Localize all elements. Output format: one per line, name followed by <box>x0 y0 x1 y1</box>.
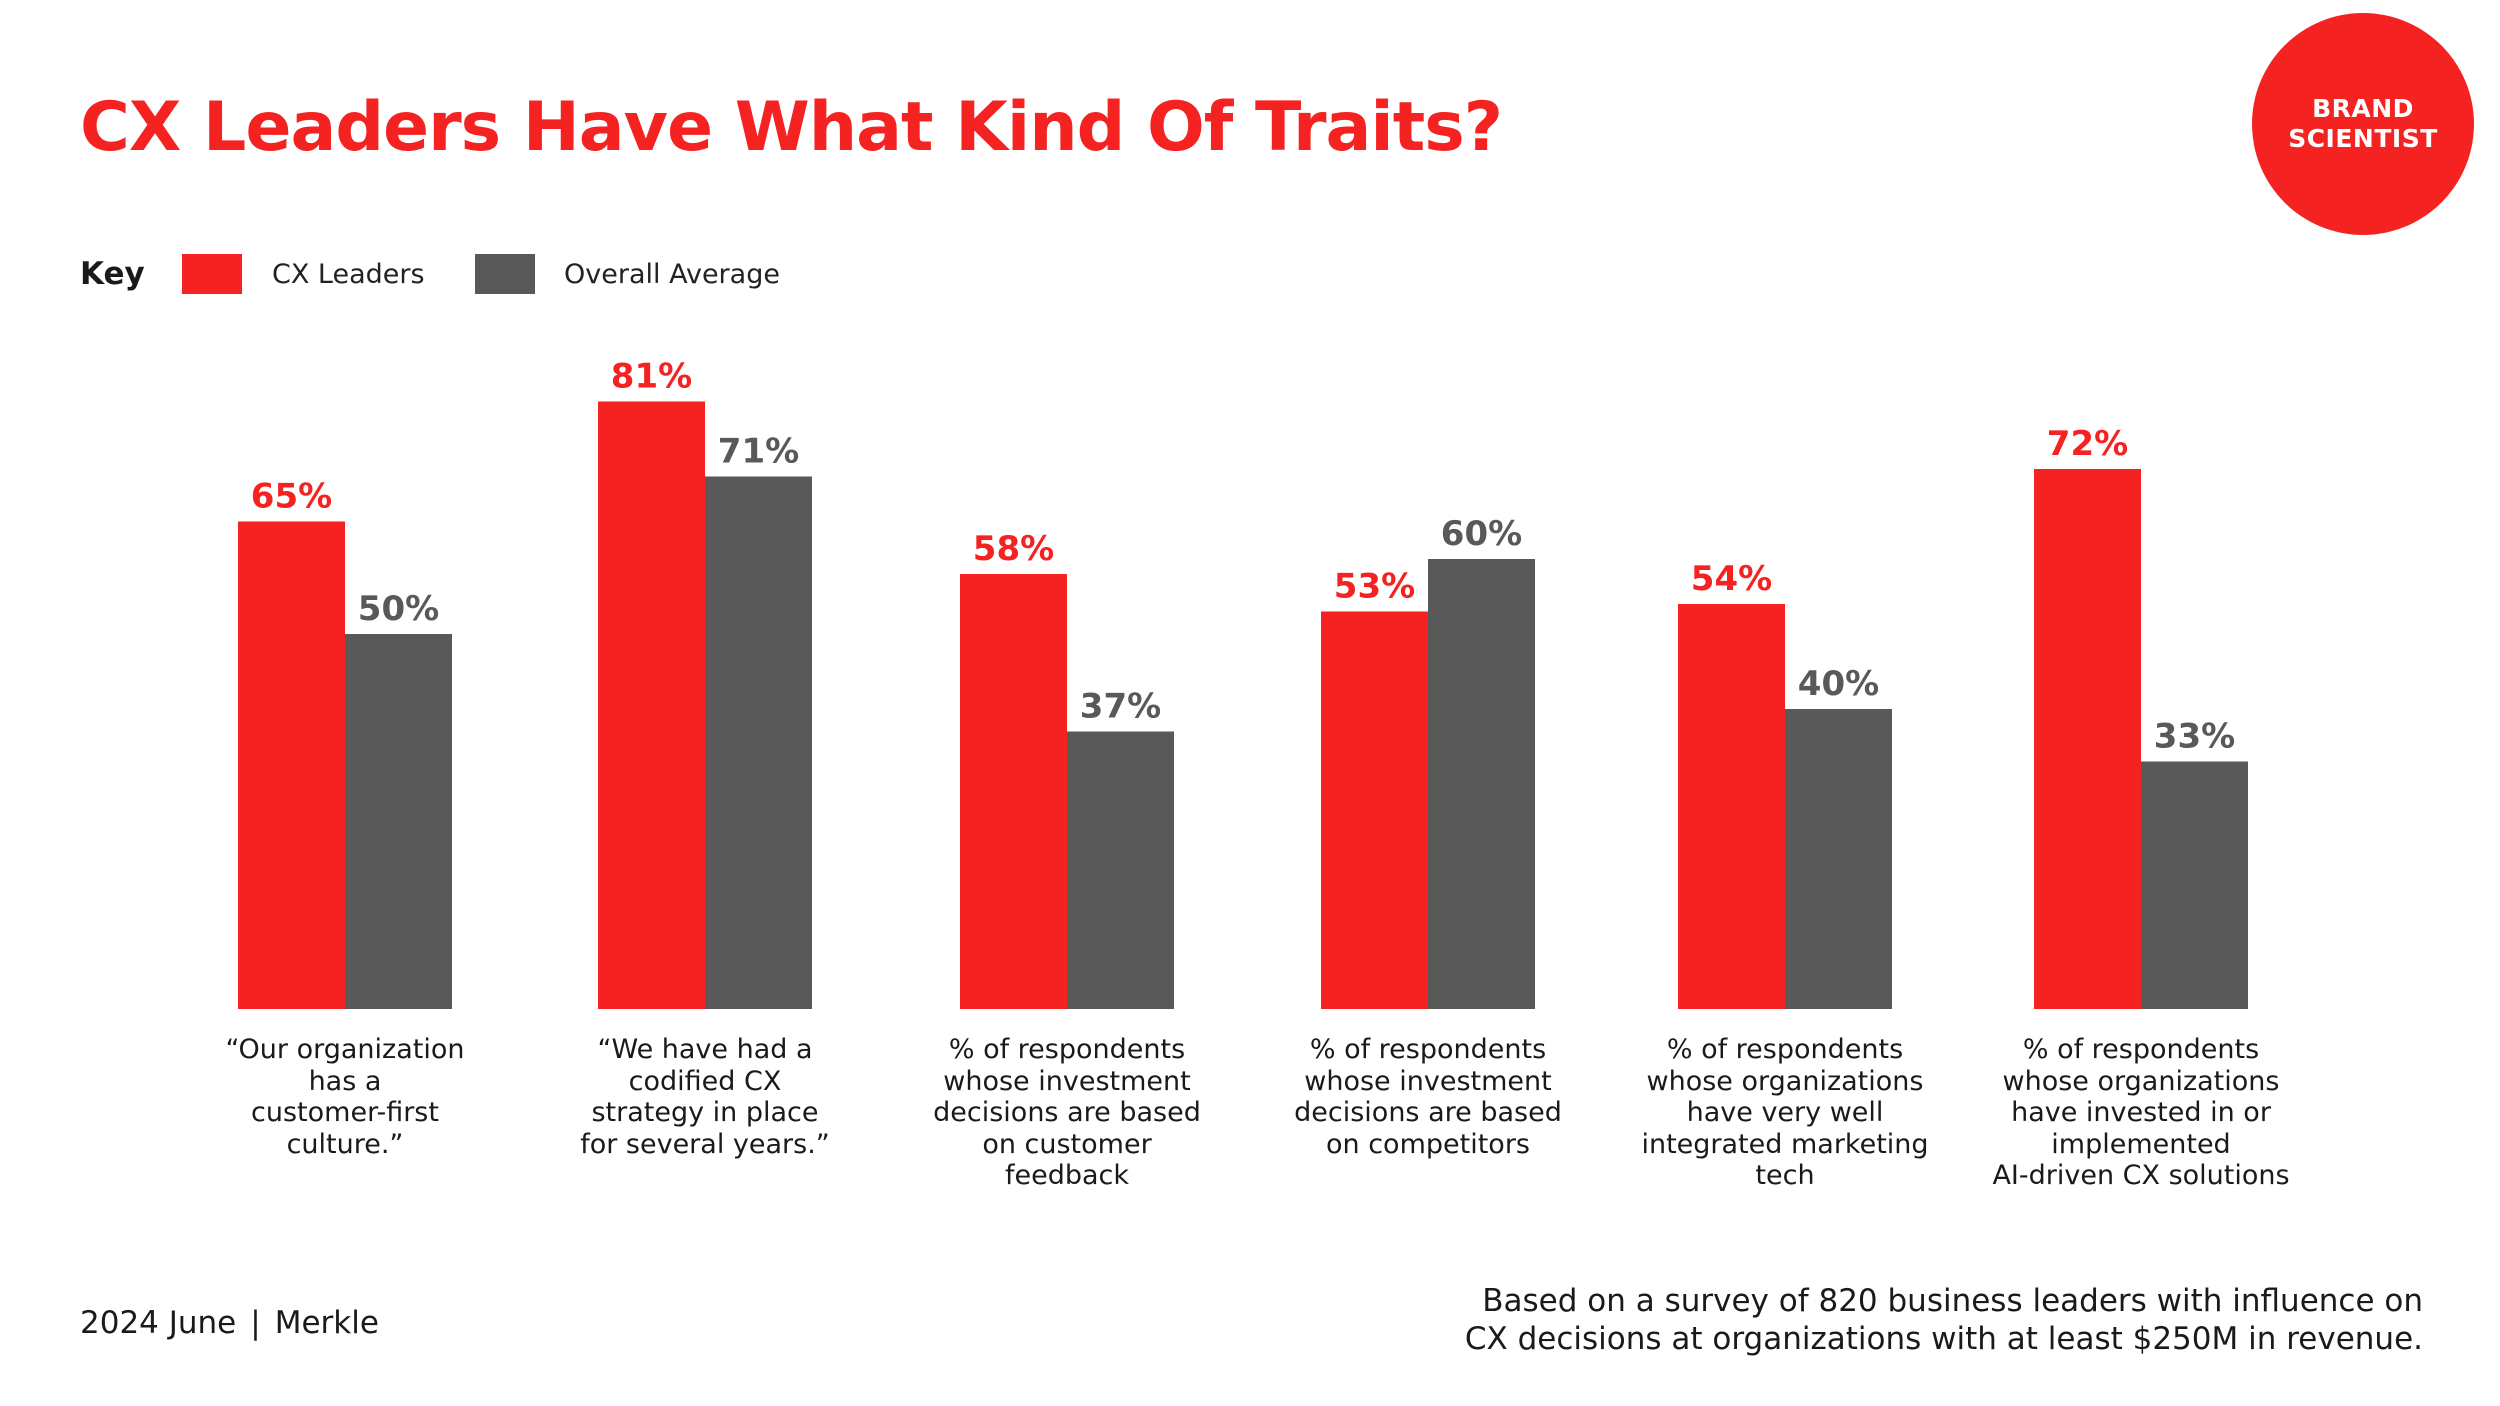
legend-key-label: Key <box>80 256 145 292</box>
logo-line-2: SCIENTIST <box>2288 124 2438 153</box>
legend-swatch-cx-leaders <box>182 254 242 294</box>
category-label-6-line-2: whose organizations <box>2002 1065 2280 1097</box>
category-label-5-line-1: % of respondents <box>1666 1034 1904 1065</box>
bar-cx-leaders-5 <box>1678 604 1785 1009</box>
footer-source: 2024 June | Merkle <box>80 1305 379 1341</box>
data-label-cx-leaders-4: 53% <box>1334 567 1415 607</box>
category-label-6-line-5: AI-driven CX solutions <box>1992 1160 2290 1191</box>
category-label-4-line-3: decisions are based <box>1294 1097 1562 1128</box>
category-label-6-line-1: % of respondents <box>2022 1034 2260 1065</box>
category-label-3-line-1: % of respondents <box>948 1034 1186 1065</box>
data-label-overall-average-6: 33% <box>2154 717 2235 757</box>
data-label-cx-leaders-5: 54% <box>1691 559 1772 599</box>
data-label-overall-average-4: 60% <box>1441 514 1522 554</box>
category-label-4-line-1: % of respondents <box>1309 1034 1547 1065</box>
category-label-2-line-1: “We have had a <box>597 1034 813 1065</box>
category-label-2-line-4: for several years.” <box>580 1128 830 1160</box>
bar-overall-average-6 <box>2141 761 2248 1009</box>
category-label-2: “We have had a codified CX strategy in pla… <box>555 1034 855 1160</box>
category-label-5: % of respondents whose organizations have … <box>1635 1034 1935 1192</box>
category-label-2-line-3: strategy in place <box>591 1097 819 1128</box>
data-label-cx-leaders-1: 65% <box>251 477 332 517</box>
bar-cx-leaders-6 <box>2034 469 2141 1009</box>
footer-note-line-1: Based on a survey of 820 business leader… <box>1482 1283 2423 1319</box>
legend-label-cx-leaders: CX Leaders <box>272 259 425 290</box>
data-label-overall-average-3: 37% <box>1080 687 1161 727</box>
footer-note-line-2: CX decisions at organizations with at le… <box>1464 1321 2423 1357</box>
category-label-5-line-3: have very well <box>1686 1097 1884 1128</box>
category-label-1-line-3: customer-first <box>251 1097 439 1128</box>
category-label-3-line-3: decisions are based <box>933 1097 1201 1128</box>
bar-overall-average-3 <box>1067 731 1174 1009</box>
category-label-1-line-4: culture.” <box>286 1128 404 1160</box>
bar-cx-leaders-1 <box>238 521 345 1009</box>
data-label-overall-average-1: 50% <box>358 589 439 629</box>
bar-overall-average-5 <box>1785 709 1892 1009</box>
category-label-6-line-4: implemented <box>2051 1128 2231 1160</box>
footer-separator: | <box>250 1305 261 1341</box>
bar-cx-leaders-3 <box>960 574 1067 1009</box>
page-title: CX Leaders Have What Kind Of Traits? <box>80 88 1503 167</box>
bar-overall-average-4 <box>1428 559 1535 1009</box>
category-label-2-line-2: codified CX <box>628 1065 782 1097</box>
legend-label-overall-average: Overall Average <box>564 259 780 290</box>
logo-line-1: BRAND <box>2312 94 2414 123</box>
category-label-1-line-1: “Our organization <box>225 1034 465 1065</box>
bar-overall-average-1 <box>345 634 452 1009</box>
legend-swatch-overall-average <box>475 254 535 294</box>
category-label-6-line-3: have invested in or <box>2011 1097 2271 1128</box>
footer-note: Based on a survey of 820 business leader… <box>1465 1282 2423 1358</box>
data-label-cx-leaders-6: 72% <box>2047 424 2128 464</box>
category-label-6: % of respondents whose organizations have … <box>1991 1034 2291 1192</box>
category-label-3-line-2: whose investment <box>943 1065 1191 1097</box>
data-label-overall-average-5: 40% <box>1798 664 1879 704</box>
bar-overall-average-2 <box>705 476 812 1009</box>
data-label-overall-average-2: 71% <box>718 432 799 472</box>
category-label-1-line-2: has a <box>308 1065 382 1097</box>
category-label-4-line-4: on competitors <box>1326 1128 1530 1160</box>
category-label-3: % of respondents whose investment decision… <box>917 1034 1217 1192</box>
footer-date: 2024 June <box>80 1305 237 1341</box>
category-label-4-line-2: whose investment <box>1304 1065 1552 1097</box>
category-label-1: “Our organization has a customer-first cult… <box>195 1034 495 1160</box>
category-label-3-line-5: feedback <box>1004 1160 1130 1191</box>
data-label-cx-leaders-2: 81% <box>611 357 692 397</box>
brand-logo: BRAND SCIENTIST <box>2252 13 2474 235</box>
footer-source-name: Merkle <box>274 1305 379 1341</box>
category-label-3-line-4: on customer <box>982 1128 1152 1160</box>
bar-cx-leaders-2 <box>598 401 705 1009</box>
bar-cx-leaders-4 <box>1321 611 1428 1009</box>
data-label-cx-leaders-3: 58% <box>973 529 1054 569</box>
category-label-4: % of respondents whose investment decision… <box>1278 1034 1578 1160</box>
category-label-5-line-4: integrated marketing <box>1641 1128 1929 1160</box>
category-label-5-line-2: whose organizations <box>1646 1065 1924 1097</box>
category-label-5-line-5: tech <box>1755 1160 1815 1191</box>
